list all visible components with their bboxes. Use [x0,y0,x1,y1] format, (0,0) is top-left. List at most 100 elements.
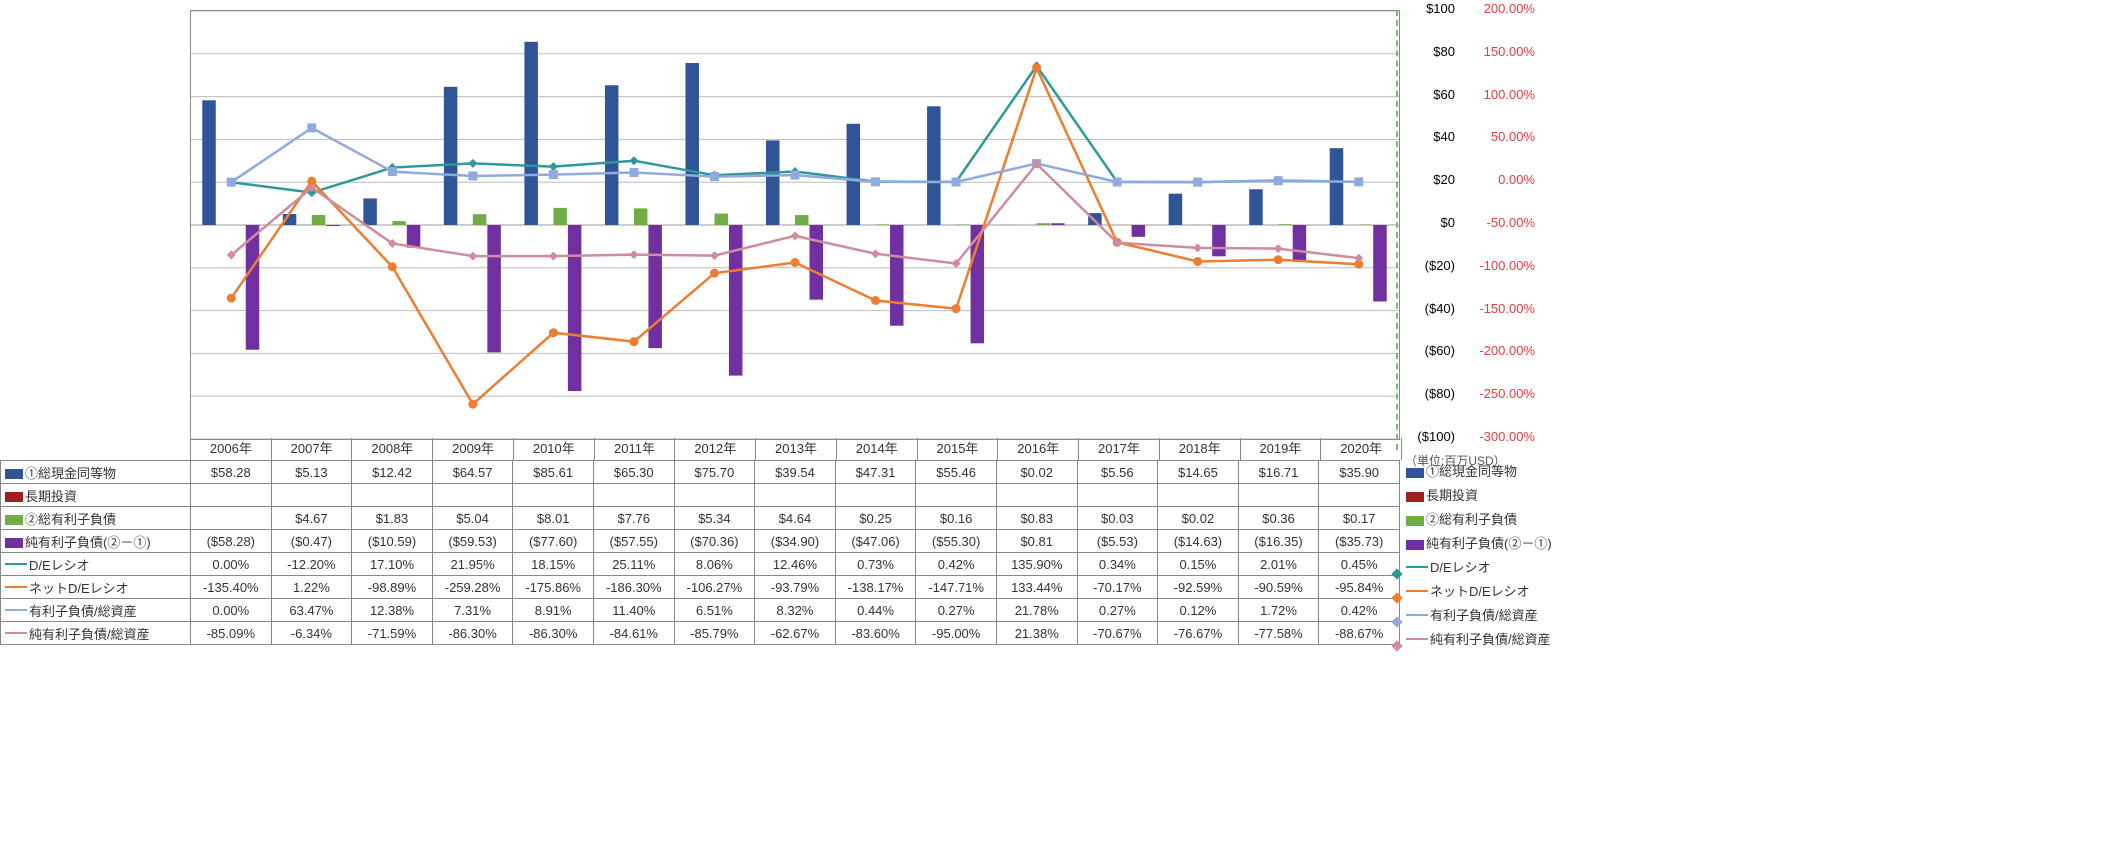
cell: 0.15% [1158,553,1239,576]
cell: 0.27% [1077,599,1158,622]
y-axis-left-tick: $80 [1405,44,1455,59]
cell [352,484,433,507]
cell: ($77.60) [513,530,594,553]
current-year-marker [1396,10,1398,450]
y-axis-left-tick: ($20) [1405,258,1455,273]
legend-item-netdebt: 純有利子負債(②－①) [1400,532,1580,556]
row-header-debt_ta: 有利子負債/総資産 [1,599,191,622]
cell: -135.40% [191,576,272,599]
cell: 21.78% [996,599,1077,622]
y-axis-left-tick: $40 [1405,129,1455,144]
cell: $0.81 [996,530,1077,553]
cell: $0.02 [1158,507,1239,530]
cell: $64.57 [432,461,513,484]
x-category: 2016年 [997,438,1078,460]
row-header-de: D/Eレシオ [1,553,191,576]
legend-item-cash: ①総現金同等物 [1400,460,1580,484]
y-axis-right-tick: 0.00% [1465,172,1535,187]
cell: 0.00% [191,553,272,576]
cell [191,507,272,530]
cell [513,484,594,507]
cell [916,484,997,507]
cell: 21.38% [996,622,1077,645]
cell: $1.83 [352,507,433,530]
cell: -90.59% [1238,576,1319,599]
cell: $12.42 [352,461,433,484]
cell: 2.01% [1238,553,1319,576]
cell: 18.15% [513,553,594,576]
cell: 135.90% [996,553,1077,576]
x-category: 2019年 [1240,438,1321,460]
cell: $8.01 [513,507,594,530]
cell: $0.17 [1319,507,1400,530]
x-category: 2017年 [1078,438,1159,460]
cell: 1.72% [1238,599,1319,622]
cell: 0.34% [1077,553,1158,576]
x-category: 2018年 [1159,438,1240,460]
cell: $75.70 [674,461,755,484]
cell: ($16.35) [1238,530,1319,553]
cell: -62.67% [755,622,836,645]
legend-item-debt_ta: 有利子負債/総資産 [1400,604,1580,628]
cell: $0.36 [1238,507,1319,530]
x-category: 2009年 [432,438,513,460]
x-category: 2014年 [836,438,917,460]
y-axis-right-tick: 50.00% [1465,129,1535,144]
cell [1077,484,1158,507]
cell: $0.16 [916,507,997,530]
cell: ($34.90) [755,530,836,553]
cell [271,484,352,507]
cell: 1.22% [271,576,352,599]
cell: ($59.53) [432,530,513,553]
cell: -77.58% [1238,622,1319,645]
y-axis-left-tick: $60 [1405,87,1455,102]
cell: 133.44% [996,576,1077,599]
cell: -84.61% [593,622,674,645]
x-category: 2010年 [513,438,594,460]
cell: ($58.28) [191,530,272,553]
legend-item-debt: ②総有利子負債 [1400,508,1580,532]
cell: 0.73% [835,553,916,576]
x-category: 2011年 [594,438,675,460]
cell: -6.34% [271,622,352,645]
cell: -85.09% [191,622,272,645]
cell: 17.10% [352,553,433,576]
y-axis-left-tick: $0 [1405,215,1455,230]
cell: 8.06% [674,553,755,576]
cell: 0.44% [835,599,916,622]
cell: -12.20% [271,553,352,576]
y-axis-right-tick: 150.00% [1465,44,1535,59]
y-axis-left-tick: ($100) [1405,429,1455,444]
cell: $7.76 [593,507,674,530]
x-axis-categories: 2006年2007年2008年2009年2010年2011年2012年2013年… [190,438,1402,460]
cell: 25.11% [593,553,674,576]
cell [996,484,1077,507]
cell: 11.40% [593,599,674,622]
cell: $47.31 [835,461,916,484]
cell: $85.61 [513,461,594,484]
cell: $39.54 [755,461,836,484]
cell: $14.65 [1158,461,1239,484]
y-axis-left-tick: $20 [1405,172,1455,187]
y-axis-right-tick: -150.00% [1465,301,1535,316]
cell: $35.90 [1319,461,1400,484]
cell [1158,484,1239,507]
cell [755,484,836,507]
cell: -138.17% [835,576,916,599]
cell [432,484,513,507]
cell: $0.02 [996,461,1077,484]
cell: 0.27% [916,599,997,622]
y-axis-right-tick: -300.00% [1465,429,1535,444]
cell [1319,484,1400,507]
cell: $16.71 [1238,461,1319,484]
cell: ($0.47) [271,530,352,553]
cell: $55.46 [916,461,997,484]
cell: ($10.59) [352,530,433,553]
cell: -88.67% [1319,622,1400,645]
cell: -86.30% [432,622,513,645]
cell: -70.17% [1077,576,1158,599]
cell: ($35.73) [1319,530,1400,553]
cell: ($55.30) [916,530,997,553]
y-axis-right-tick: -100.00% [1465,258,1535,273]
cell: $58.28 [191,461,272,484]
